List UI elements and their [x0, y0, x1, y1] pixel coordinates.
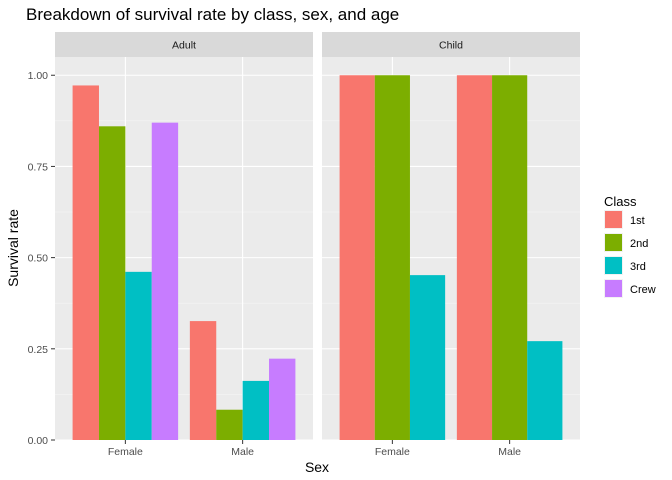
legend-label-crew: Crew [630, 284, 656, 296]
legend-label-2nd: 2nd [630, 238, 648, 250]
facet-strip-label: Adult [172, 40, 196, 52]
legend-swatch-crew [605, 280, 622, 297]
y-axis: 0.00 0.25 0.50 0.75 1.00 [28, 70, 55, 447]
y-tick-label: 0.50 [28, 253, 49, 265]
chart-title: Breakdown of survival rate by class, sex… [26, 5, 399, 24]
facet-strip [55, 32, 313, 57]
y-tick-label: 1.00 [28, 70, 49, 82]
legend-title: Class [604, 194, 637, 209]
bar-adult-female-1st [72, 85, 99, 441]
bar-adult-male-crew [269, 358, 296, 440]
bar-adult-male-2nd [216, 409, 243, 440]
facet-strip [322, 32, 580, 57]
legend-swatch-1st [605, 211, 622, 228]
bar-adult-male-3rd [242, 380, 270, 440]
bar-child-female-3rd [409, 275, 446, 440]
legend-swatch-2nd [605, 234, 622, 251]
x-axis: Female Male Female Male [108, 440, 521, 458]
y-tick-label: 0.00 [28, 435, 49, 447]
legend: Class 1st 2nd 3rd Crew [604, 194, 656, 298]
bar-child-male-2nd [492, 75, 528, 440]
bar-adult-female-3rd [125, 271, 152, 440]
x-axis-title: Sex [305, 459, 329, 475]
legend-swatch-3rd [605, 257, 622, 274]
bar-child-male-3rd [527, 341, 563, 440]
bar-child-male-1st [456, 75, 493, 440]
legend-label-1st: 1st [630, 215, 645, 227]
bar-adult-female-2nd [98, 126, 126, 441]
x-tick-label: Female [375, 446, 410, 458]
legend-label-3rd: 3rd [630, 261, 646, 273]
bar-adult-male-1st [189, 321, 217, 440]
facet-panel-adult: Adult [55, 32, 313, 441]
bar-child-female-2nd [374, 75, 410, 440]
facet-panel-child: Child [322, 32, 580, 441]
bar-adult-female-crew [151, 122, 179, 441]
y-tick-label: 0.25 [28, 344, 49, 356]
y-tick-label: 0.75 [28, 161, 49, 173]
bar-child-female-1st [339, 75, 375, 440]
x-tick-label: Male [231, 446, 254, 458]
y-axis-title: Survival rate [5, 209, 21, 287]
x-tick-label: Female [108, 446, 143, 458]
facet-panels: Adult Child [55, 32, 580, 441]
x-tick-label: Male [498, 446, 521, 458]
facet-strip-label: Child [439, 40, 463, 52]
